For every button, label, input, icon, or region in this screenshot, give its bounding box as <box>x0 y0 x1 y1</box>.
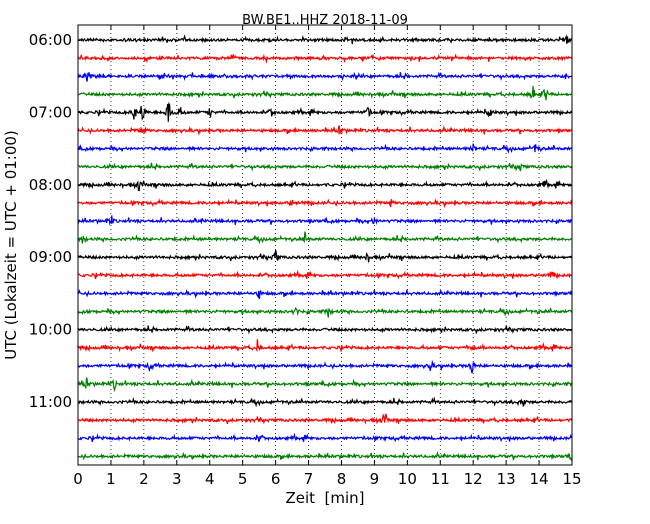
trace-row <box>77 231 573 245</box>
trace-row <box>77 53 573 64</box>
trace-row <box>77 178 573 192</box>
trace-row <box>77 143 573 154</box>
trace-row <box>77 71 573 82</box>
trace-row <box>77 162 573 172</box>
trace-row <box>77 249 573 263</box>
x-tick-label: 12 <box>464 470 483 488</box>
trace-row <box>77 269 573 280</box>
trace-row <box>77 306 573 318</box>
y-tick-layer: 06:00 07:00 08:00 09:00 10:00 11:00 <box>29 31 572 411</box>
y-tick-label: 07:00 <box>29 103 72 121</box>
x-tick-label: 5 <box>238 470 248 488</box>
x-tick-label: 14 <box>530 470 549 488</box>
trace-layer <box>77 34 573 461</box>
x-tick-label: 8 <box>337 470 347 488</box>
plot-frame <box>77 24 573 466</box>
y-tick-label: 08:00 <box>29 176 72 194</box>
x-tick-label: 11 <box>431 470 450 488</box>
y-tick-label: 10:00 <box>29 321 72 339</box>
x-tick-layer: 0 1 2 3 4 5 6 7 8 9 10 11 12 13 14 15 <box>73 25 582 488</box>
trace-row <box>77 34 573 45</box>
trace-row <box>77 377 573 393</box>
chart-title: BW.BE1..HHZ 2018-11-09 <box>242 13 408 28</box>
y-tick-label: 11:00 <box>29 393 72 411</box>
y-axis-label: UTC (Lokalzeit = UTC + 01:00) <box>2 130 20 360</box>
x-tick-label: 4 <box>205 470 215 488</box>
trace-row <box>77 396 573 408</box>
y-tick-label: 06:00 <box>29 31 72 49</box>
trace-row <box>77 324 573 335</box>
trace-row <box>77 359 573 374</box>
x-tick-label: 9 <box>370 470 380 488</box>
trace-row <box>77 198 573 209</box>
y-tick-label: 09:00 <box>29 248 72 266</box>
trace-row <box>77 450 573 461</box>
trace-row <box>77 101 573 122</box>
trace-row <box>77 413 573 425</box>
x-axis-label: Zeit [min] <box>285 489 364 507</box>
trace-row <box>77 288 573 300</box>
trace-row <box>77 85 573 101</box>
trace-row <box>77 339 572 353</box>
trace-row <box>77 125 573 136</box>
trace-row <box>77 215 573 226</box>
x-tick-label: 10 <box>398 470 417 488</box>
x-tick-label: 0 <box>73 470 83 488</box>
x-tick-label: 13 <box>497 470 516 488</box>
grid-layer <box>110 25 540 465</box>
x-tick-label: 7 <box>304 470 314 488</box>
x-tick-label: 2 <box>139 470 149 488</box>
trace-row <box>77 432 573 443</box>
x-tick-label: 3 <box>172 470 182 488</box>
x-tick-label: 6 <box>271 470 281 488</box>
x-tick-label: 1 <box>106 470 116 488</box>
x-tick-label: 15 <box>562 470 581 488</box>
